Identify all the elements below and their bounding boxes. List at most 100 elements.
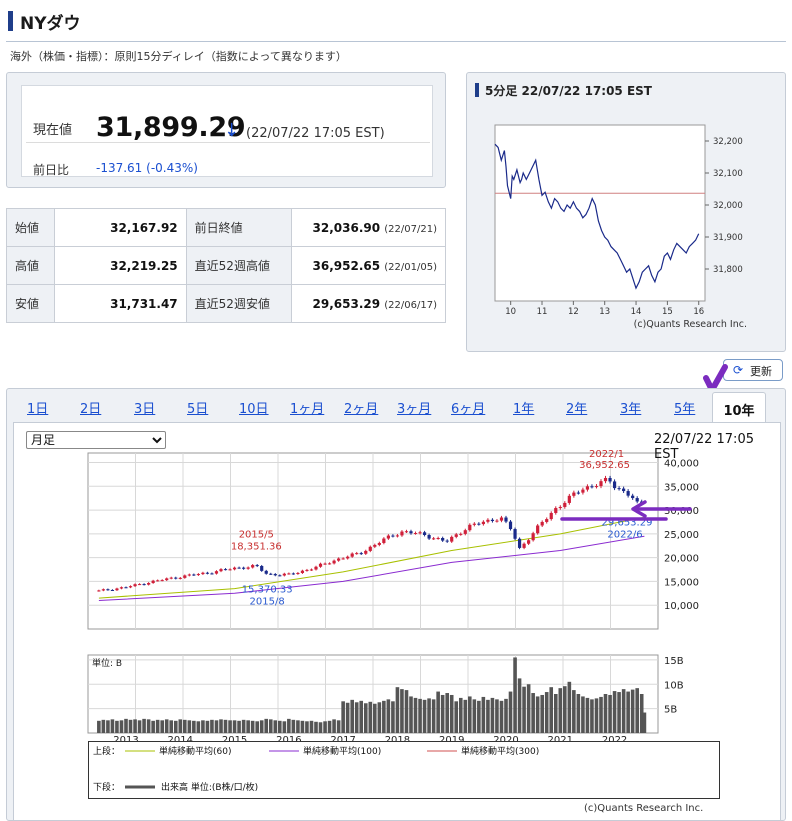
candle-body <box>237 567 241 569</box>
candle-body <box>585 486 590 490</box>
price-y-tick-label: 25,000 <box>664 530 699 541</box>
volume-bar <box>409 696 413 733</box>
candle-body <box>205 572 210 574</box>
volume-bar <box>368 701 373 733</box>
candle-body <box>232 567 237 570</box>
price-y-tick-label: 35,000 <box>664 482 699 493</box>
candle-body <box>309 569 314 571</box>
intraday-y-tick-label: 31,800 <box>713 265 743 275</box>
candle-body <box>373 544 377 547</box>
stats-table: 始値 32,167.92 前日終値 32,036.90 (22/07/21) 高… <box>6 208 446 323</box>
candle-body <box>137 584 142 586</box>
tab-12[interactable]: 3年 <box>620 402 642 417</box>
intraday-price-line <box>494 143 700 290</box>
volume-bar <box>219 719 223 733</box>
refresh-button[interactable]: ⟳ 更新 <box>723 359 783 381</box>
volume-bar <box>359 700 364 733</box>
high-label: 高値 <box>6 246 55 285</box>
tab-1[interactable]: 1日 <box>27 402 49 417</box>
volume-x-tick-label: 2015 <box>222 735 247 746</box>
price-y-tick-label: 15,000 <box>664 577 699 588</box>
candle-body <box>147 583 151 585</box>
intraday-credit: (c)Quants Research Inc. <box>634 319 747 330</box>
tab-10[interactable]: 1年 <box>513 402 535 417</box>
candle-body <box>427 535 431 539</box>
candle-body <box>603 477 608 482</box>
delay-note: 海外（株価・指標）：原則15分ディレイ（指数によって異なります） <box>10 50 347 63</box>
volume-bar <box>481 696 486 733</box>
stats-row-low: 安値 31,731.47 直近52週安値 29,653.29 (22/06/17… <box>6 284 446 323</box>
volume-bar <box>237 720 241 733</box>
candle-body <box>486 519 490 522</box>
tab-7[interactable]: 2ヶ月 <box>344 402 379 417</box>
volume-bar <box>418 698 422 733</box>
tab-14[interactable]: 10年 <box>712 392 766 423</box>
candle-body <box>572 492 576 496</box>
quote-panel: 現在値 31,899.29 ↓ (22/07/22 17:05 EST) 前日比… <box>6 72 446 188</box>
candle-body <box>626 491 630 496</box>
volume-bar <box>345 702 350 733</box>
volume-bar <box>173 720 178 733</box>
candle-body <box>142 584 146 586</box>
intraday-x-tick-label: 13 <box>599 307 610 317</box>
tab-4[interactable]: 5日 <box>187 402 209 417</box>
volume-bar <box>97 720 101 733</box>
candle-body <box>178 577 182 579</box>
volume-bar <box>391 701 395 733</box>
tab-11[interactable]: 2年 <box>566 402 588 417</box>
volume-bar <box>445 693 450 733</box>
history-chart: 40,000 35,000 30,000 25,000 20,000 15,000 10,0… <box>87 449 699 746</box>
candle-body <box>223 569 228 571</box>
volume-x-tick-label: 2013 <box>113 735 138 746</box>
candle-body <box>355 553 359 555</box>
volume-x-tick-label: 2021 <box>548 735 573 746</box>
candle-body <box>400 531 404 536</box>
history-chart-credit: (c)Quants Research Inc. <box>584 803 704 814</box>
candle-body <box>445 540 449 542</box>
volume-x-tick-label: 2019 <box>439 735 464 746</box>
period-select[interactable]: 月足 <box>26 431 166 449</box>
candle-body <box>332 560 336 564</box>
volume-bar <box>142 718 146 733</box>
intraday-x-tick-label: 11 <box>537 307 548 317</box>
intraday-accent-bar <box>475 83 479 97</box>
candle-body <box>192 574 196 576</box>
volume-bar <box>318 722 323 733</box>
candle-body <box>549 512 553 520</box>
candle-body <box>382 538 386 543</box>
volume-bar <box>395 687 400 733</box>
candle-body <box>101 589 105 591</box>
tab-2[interactable]: 2日 <box>80 402 102 417</box>
refresh-icon: ⟳ <box>733 363 744 377</box>
chart-annotation: 18,351.36 <box>231 541 282 552</box>
tab-9[interactable]: 6ヶ月 <box>451 402 486 417</box>
volume-bar <box>268 719 273 733</box>
intraday-x-tick-label: 10 <box>505 307 516 317</box>
highlight-arrow-head <box>631 500 647 518</box>
chart-annotation: 2022/1 <box>589 449 624 460</box>
volume-bar <box>106 720 110 733</box>
volume-bar <box>463 699 468 733</box>
volume-bar <box>336 720 341 733</box>
candle-body <box>554 508 558 513</box>
candle-body <box>115 588 119 591</box>
tab-8[interactable]: 3ヶ月 <box>397 402 432 417</box>
tab-3[interactable]: 3日 <box>134 402 156 417</box>
stats-row-open: 始値 32,167.92 前日終値 32,036.90 (22/07/21) <box>6 208 446 247</box>
low-label: 安値 <box>6 284 55 323</box>
low52-value: 29,653.29 <box>312 296 381 311</box>
price-y-tick-label: 40,000 <box>664 459 699 470</box>
candle-body <box>273 574 277 576</box>
volume-bar <box>499 700 504 733</box>
tab-6[interactable]: 1ヶ月 <box>290 402 325 417</box>
tab-5[interactable]: 10日 <box>239 402 269 417</box>
intraday-y-tick-label: 32,000 <box>713 201 743 211</box>
volume-bar <box>323 721 327 733</box>
volume-bar <box>572 690 576 733</box>
candle-body <box>119 587 124 589</box>
volume-bar <box>187 720 192 733</box>
volume-bar <box>603 694 608 733</box>
volume-bar <box>101 719 106 733</box>
candle-body <box>531 533 535 541</box>
tab-13[interactable]: 5年 <box>674 402 696 417</box>
